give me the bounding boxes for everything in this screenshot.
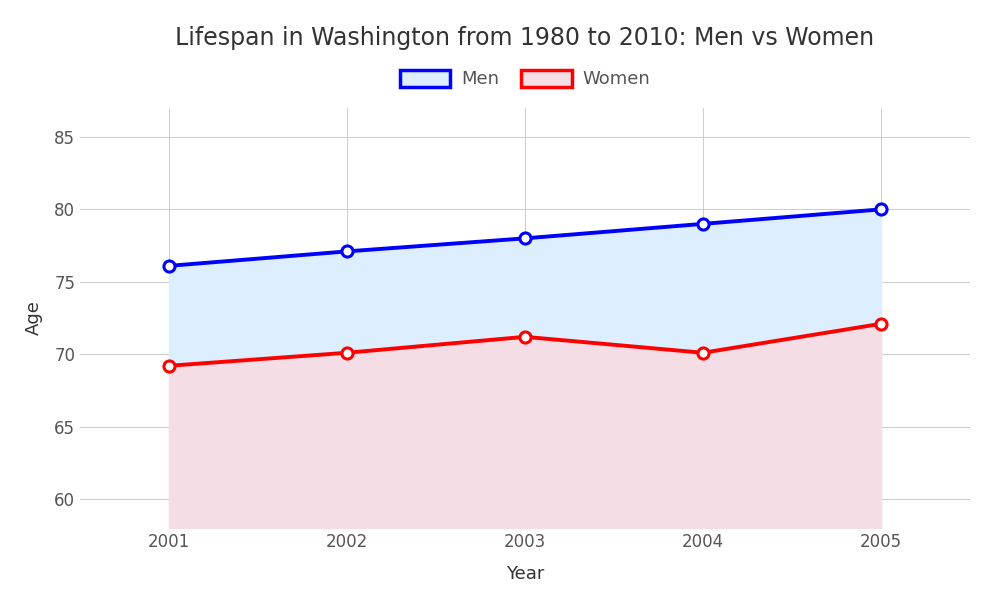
Legend: Men, Women: Men, Women: [393, 62, 657, 95]
Y-axis label: Age: Age: [25, 301, 43, 335]
Title: Lifespan in Washington from 1980 to 2010: Men vs Women: Lifespan in Washington from 1980 to 2010…: [175, 26, 875, 50]
X-axis label: Year: Year: [506, 565, 544, 583]
